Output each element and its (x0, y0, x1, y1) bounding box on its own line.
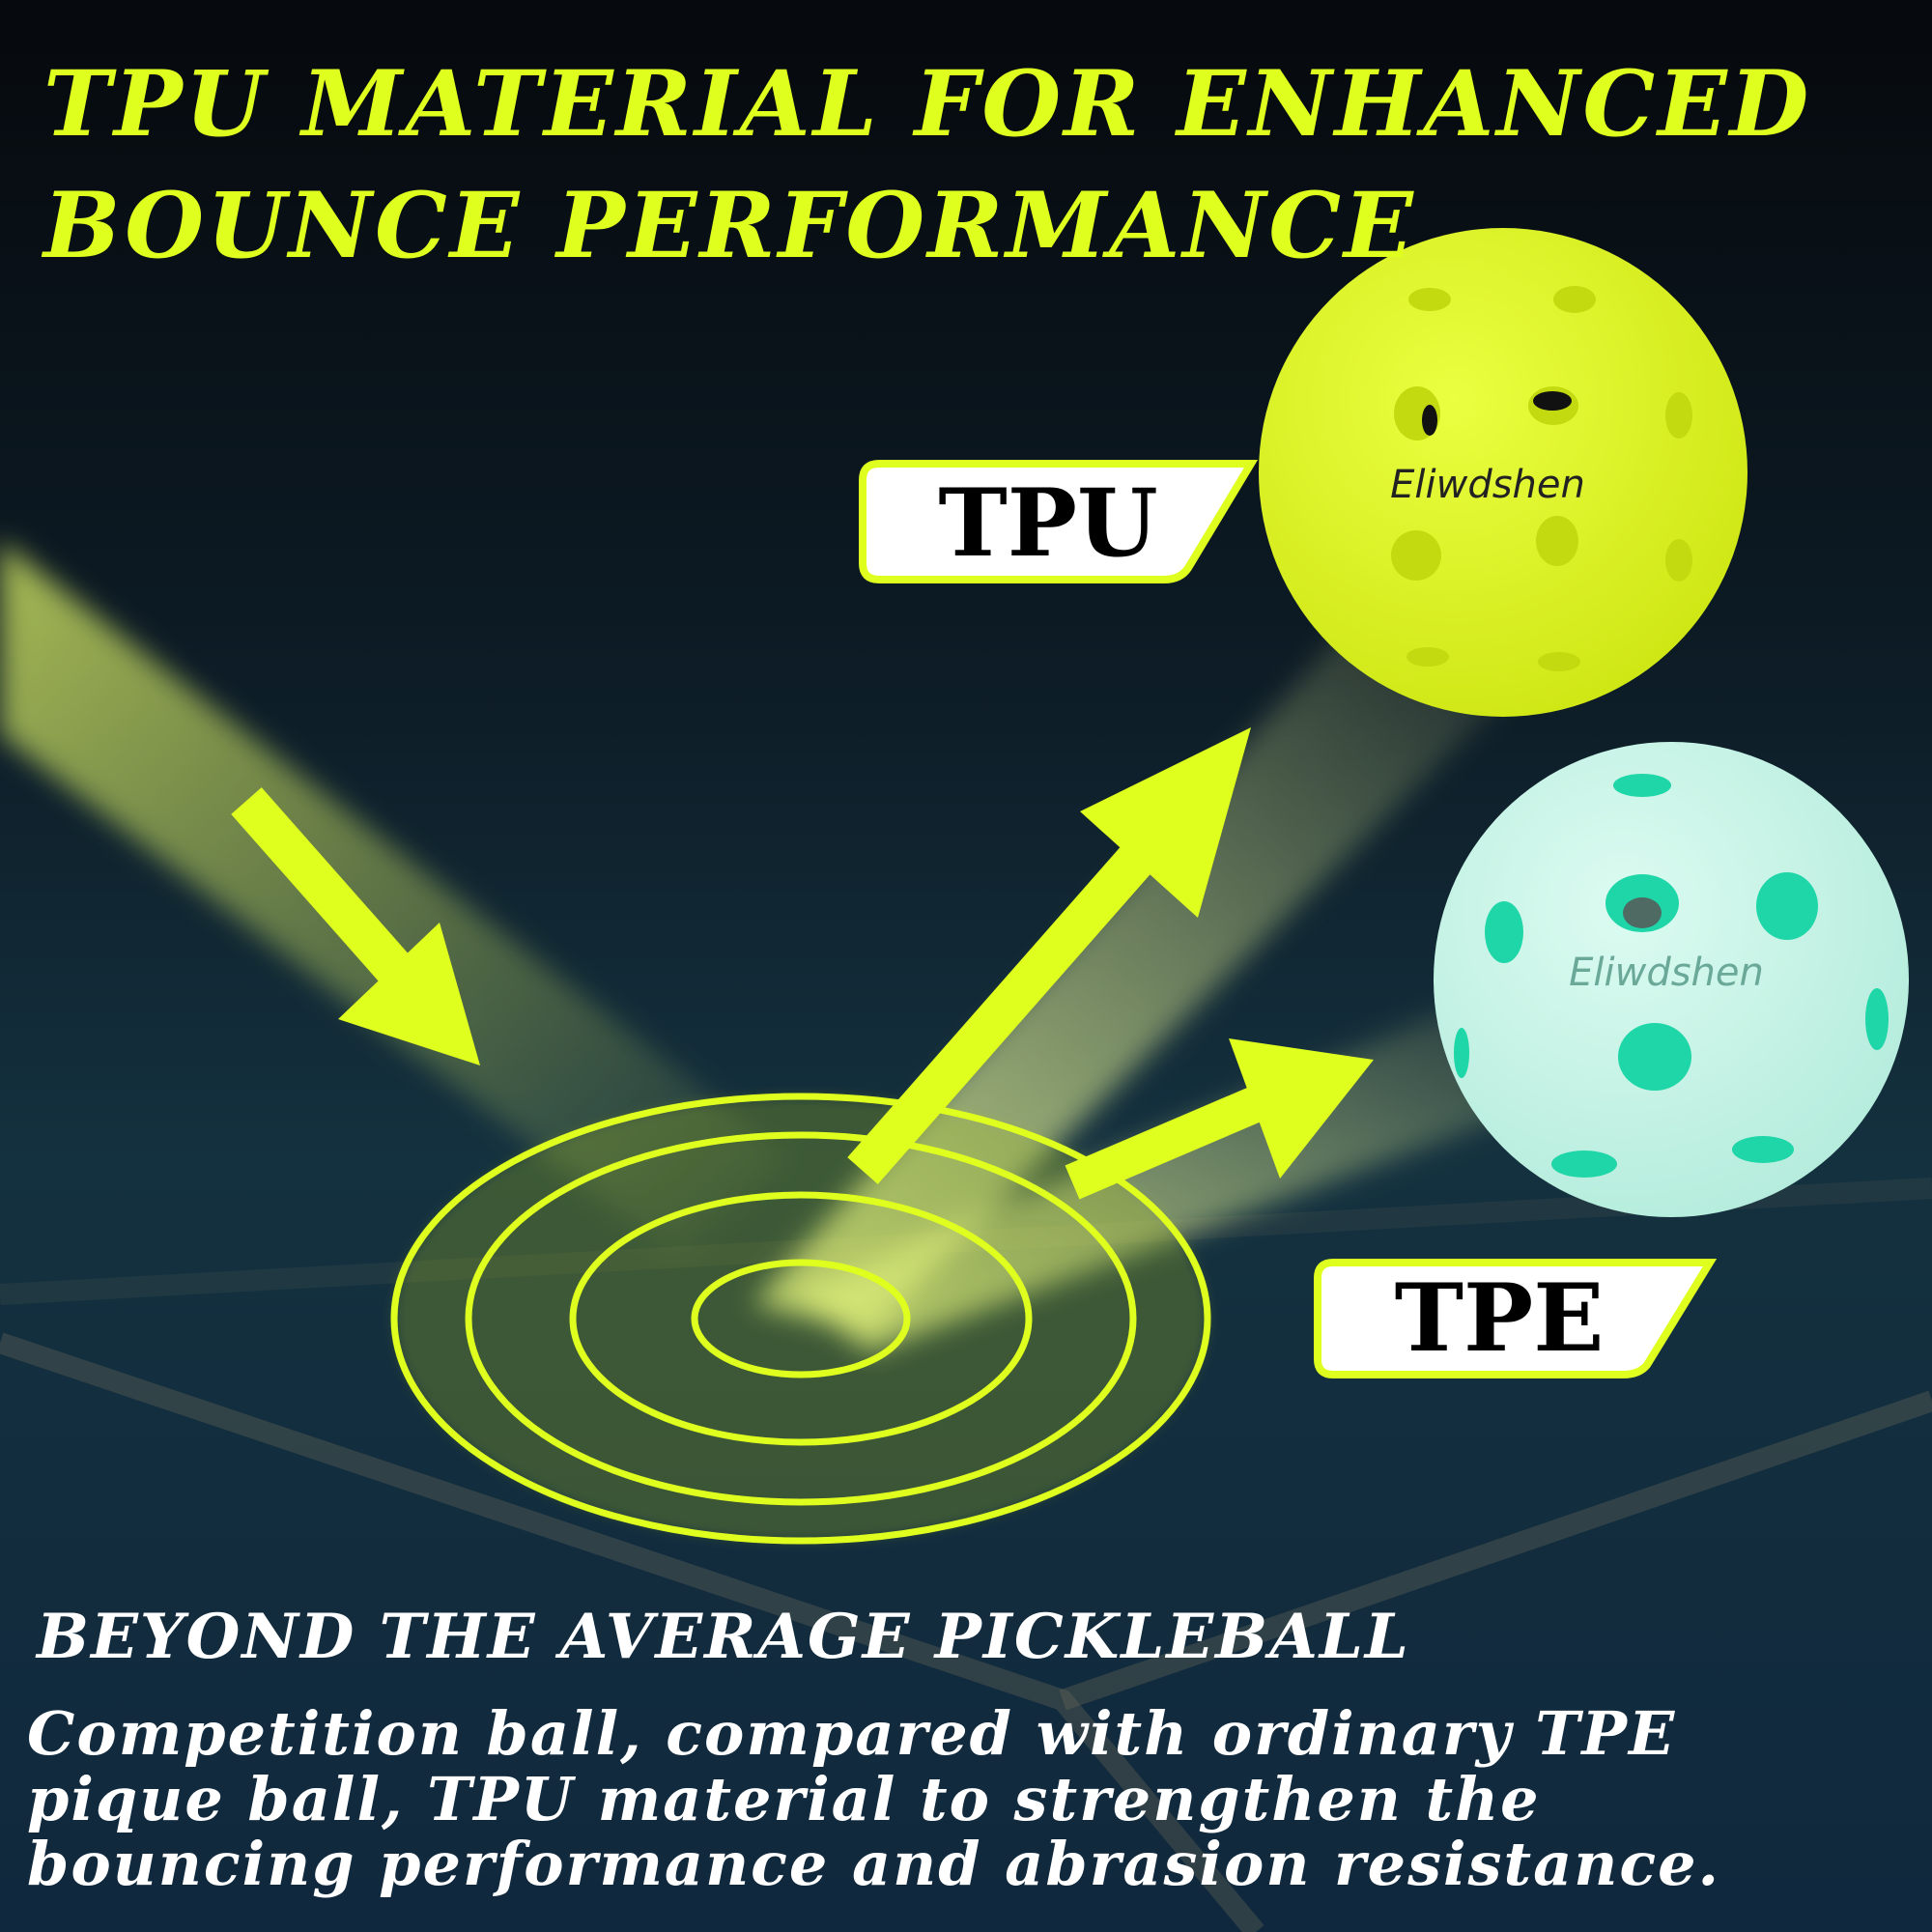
tpu-ball: Eliwdshen (1259, 228, 1747, 717)
ring-inner (691, 1259, 911, 1378)
tpe-brand-logo: Eliwdshen (1569, 951, 1764, 995)
title-line-2: BOUNCE PERFORMANCE (41, 173, 1416, 279)
impact-rings (390, 1093, 1211, 1545)
tpe-label-tag: TPE (1314, 1259, 1718, 1378)
footer-body-line-3: bouncing performance and abrasion resist… (27, 1829, 1720, 1899)
arrows (231, 727, 1374, 1200)
tpe-bounce-arrow-icon (1065, 1038, 1374, 1200)
ring-outer (390, 1093, 1211, 1545)
title-line-1: TPU MATERIAL FOR ENHANCED (43, 51, 1811, 157)
footer-body-line-2: pique ball, TPU material to strengthen t… (27, 1764, 1541, 1834)
incoming-arrow-icon (231, 787, 480, 1065)
tpe-label: TPE (1395, 1264, 1605, 1373)
tpu-brand-logo: Eliwdshen (1390, 463, 1585, 507)
ring-3 (569, 1191, 1033, 1446)
footer-body-line-1: Competition ball, compared with ordinary… (27, 1698, 1676, 1769)
tpu-label: TPU (938, 469, 1157, 578)
footer-heading: BEYOND THE AVERAGE PICKLEBALL (35, 1601, 1410, 1673)
tpu-label-tag: TPU (859, 460, 1259, 583)
ring-2 (465, 1131, 1137, 1506)
tpu-bounce-arrow-icon (847, 727, 1251, 1184)
tpe-ball: Eliwdshen (1434, 742, 1909, 1217)
